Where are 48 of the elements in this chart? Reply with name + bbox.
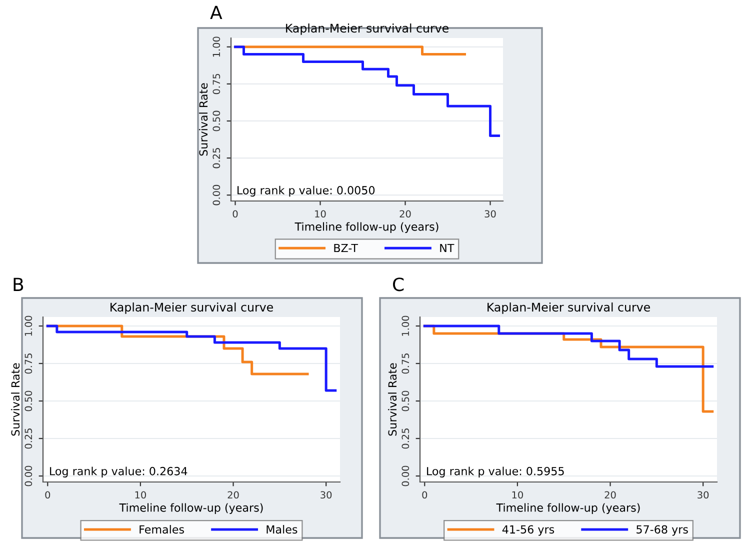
legend-label: 41-56 yrs [502,525,554,536]
text: C [393,278,404,292]
x-axis-title: Timeline follow-up (years) [496,503,640,514]
annotation: Log rank p value: 0.2634 [50,466,188,478]
y-tick-label: 1.00 [212,36,220,57]
x-axis-title: Timeline follow-up (years) [294,222,438,233]
x-tick-label: 0 [45,491,50,499]
x-tick-label: 30 [484,210,496,218]
y-tick-label: 0.25 [24,428,32,449]
x-tick-label: 10 [315,210,326,218]
y-tick-label: 0.75 [24,354,32,374]
legend-label: 57-68 yrs [636,525,688,536]
y-tick-label: 1.00 [402,316,410,336]
legend-label: BZ-T [334,244,358,252]
y-tick-label: 0.50 [402,390,410,412]
text: B [14,278,24,291]
annotation: Log rank p value: 0.0050 [238,186,375,197]
x-tick-label: 20 [228,491,239,499]
x-tick-label: 20 [604,491,616,499]
chart-title: Kaplan-Meier survival curve [286,23,448,35]
x-tick-label: 30 [698,491,709,499]
x-tick-label: 20 [400,210,411,218]
y-tick-label: 0.50 [212,110,220,132]
x-tick-label: 0 [422,491,428,499]
x-axis-title: Timeline follow-up (years) [119,503,263,514]
legend-label: Females [140,525,184,534]
y-tick-label: 0.50 [24,390,32,412]
x-tick-label: 30 [320,491,332,499]
y-tick-label: 0.75 [402,354,410,374]
y-tick-label: 0.00 [212,184,220,206]
legend-label: NT [440,244,454,252]
x-tick-label: 0 [232,210,238,218]
annotation: Log rank p value: 0.5955 [427,466,564,478]
y-axis-title: Survival Rate [199,83,208,156]
x-tick-label: 10 [135,491,146,499]
y-tick-label: 0.25 [212,148,220,168]
y-tick-label: 1.00 [24,316,32,336]
legend-label: Males [266,525,298,534]
chart-title: Kaplan-Meier survival curve [488,302,650,314]
y-tick-label: 0.00 [24,466,32,486]
y-axis-title: Survival Rate [11,363,20,436]
y-tick-label: 0.75 [212,74,220,94]
x-tick-label: 10 [512,491,523,499]
y-tick-label: 0.25 [402,428,410,449]
text: A [210,6,222,19]
y-tick-label: 0.00 [402,466,410,486]
chart-title: Kaplan-Meier survival curve [110,302,273,314]
y-axis-title: Survival Rate [388,363,397,436]
